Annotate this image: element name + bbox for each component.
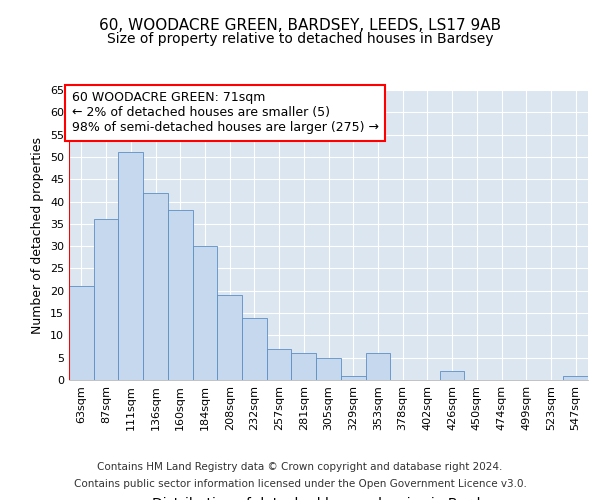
Bar [563, 376, 588, 380]
Text: 60, WOODACRE GREEN, BARDSEY, LEEDS, LS17 9AB: 60, WOODACRE GREEN, BARDSEY, LEEDS, LS17… [99, 18, 501, 32]
Text: Size of property relative to detached houses in Bardsey: Size of property relative to detached ho… [107, 32, 493, 46]
Bar [168, 210, 193, 380]
Bar [94, 220, 118, 380]
Text: Contains HM Land Registry data © Crown copyright and database right 2024.: Contains HM Land Registry data © Crown c… [97, 462, 503, 472]
Bar [193, 246, 217, 380]
Bar [316, 358, 341, 380]
Bar [440, 371, 464, 380]
Bar [69, 286, 94, 380]
Bar [292, 353, 316, 380]
Bar [365, 353, 390, 380]
Y-axis label: Number of detached properties: Number of detached properties [31, 136, 44, 334]
Bar [143, 192, 168, 380]
Bar [267, 349, 292, 380]
Bar [341, 376, 365, 380]
X-axis label: Distribution of detached houses by size in Bardsey: Distribution of detached houses by size … [152, 496, 505, 500]
Text: Contains public sector information licensed under the Open Government Licence v3: Contains public sector information licen… [74, 479, 526, 489]
Bar [242, 318, 267, 380]
Bar [118, 152, 143, 380]
Bar [217, 295, 242, 380]
Text: 60 WOODACRE GREEN: 71sqm
← 2% of detached houses are smaller (5)
98% of semi-det: 60 WOODACRE GREEN: 71sqm ← 2% of detache… [71, 92, 379, 134]
